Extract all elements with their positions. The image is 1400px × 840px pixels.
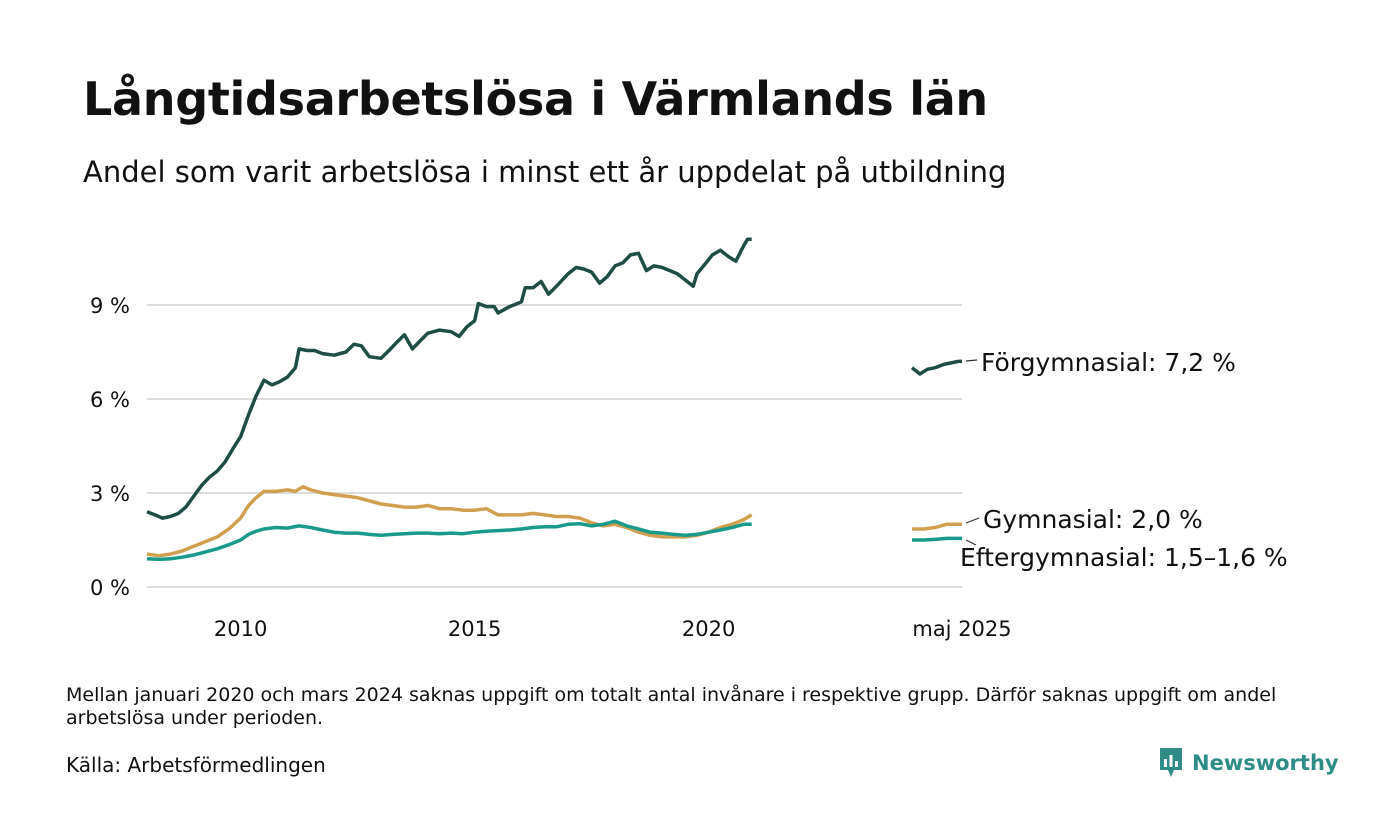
y-tick-label: 0 % <box>90 576 130 600</box>
page-title: Långtidsarbetslösa i Värmlands län <box>83 72 988 126</box>
series-line-gymnasial <box>146 484 753 558</box>
newsworthy-logo-icon <box>1160 748 1182 777</box>
x-tick-label-recent: maj 2025 <box>912 617 1011 641</box>
end-label-f-rgymnasial: Förgymnasial: 7,2 % <box>981 348 1236 377</box>
series-line-recent-eftergymnasial <box>912 536 962 542</box>
x-tick-label: 2015 <box>448 617 501 641</box>
x-tick-label: 2020 <box>682 617 735 641</box>
gridlines <box>147 304 962 588</box>
label-leader-line <box>965 517 980 524</box>
x-axis-ticks: 2010 2015 2020 maj 2025 <box>214 617 1012 641</box>
page-subtitle: Andel som varit arbetslösa i minst ett å… <box>83 155 1007 189</box>
x-tick-label: 2010 <box>214 617 267 641</box>
source-note: Källa: Arbetsförmedlingen <box>66 753 326 777</box>
line-chart: 0 % 3 % 6 % 9 % 2010 2015 2020 maj 2025 Förgym… <box>90 237 1288 641</box>
series-line-recent-gymnasial <box>912 522 962 531</box>
brand-name: Newsworthy <box>1192 751 1339 775</box>
y-tick-label: 9 % <box>90 294 130 318</box>
end-label-eftergymnasial: Eftergymnasial: 1,5–1,6 % <box>960 543 1288 572</box>
series-line-f-rgymnasial <box>146 237 752 520</box>
y-tick-label: 3 % <box>90 482 130 506</box>
end-label-gymnasial: Gymnasial: 2,0 % <box>983 505 1203 534</box>
series-line-eftergymnasial <box>146 519 752 562</box>
brand-logo: Newsworthy <box>1158 746 1339 780</box>
label-leader-line <box>965 359 978 362</box>
y-axis-ticks: 0 % 3 % 6 % 9 % <box>90 294 130 600</box>
series-line-recent-f-rgymnasial <box>910 359 962 376</box>
y-tick-label: 6 % <box>90 388 130 412</box>
end-labels: Förgymnasial: 7,2 % Gymnasial: 2,0 % Efter… <box>960 348 1288 572</box>
series-lines <box>146 237 962 562</box>
label-leader-line <box>965 539 977 546</box>
footnote: Mellan januari 2020 och mars 2024 saknas… <box>66 684 1277 729</box>
